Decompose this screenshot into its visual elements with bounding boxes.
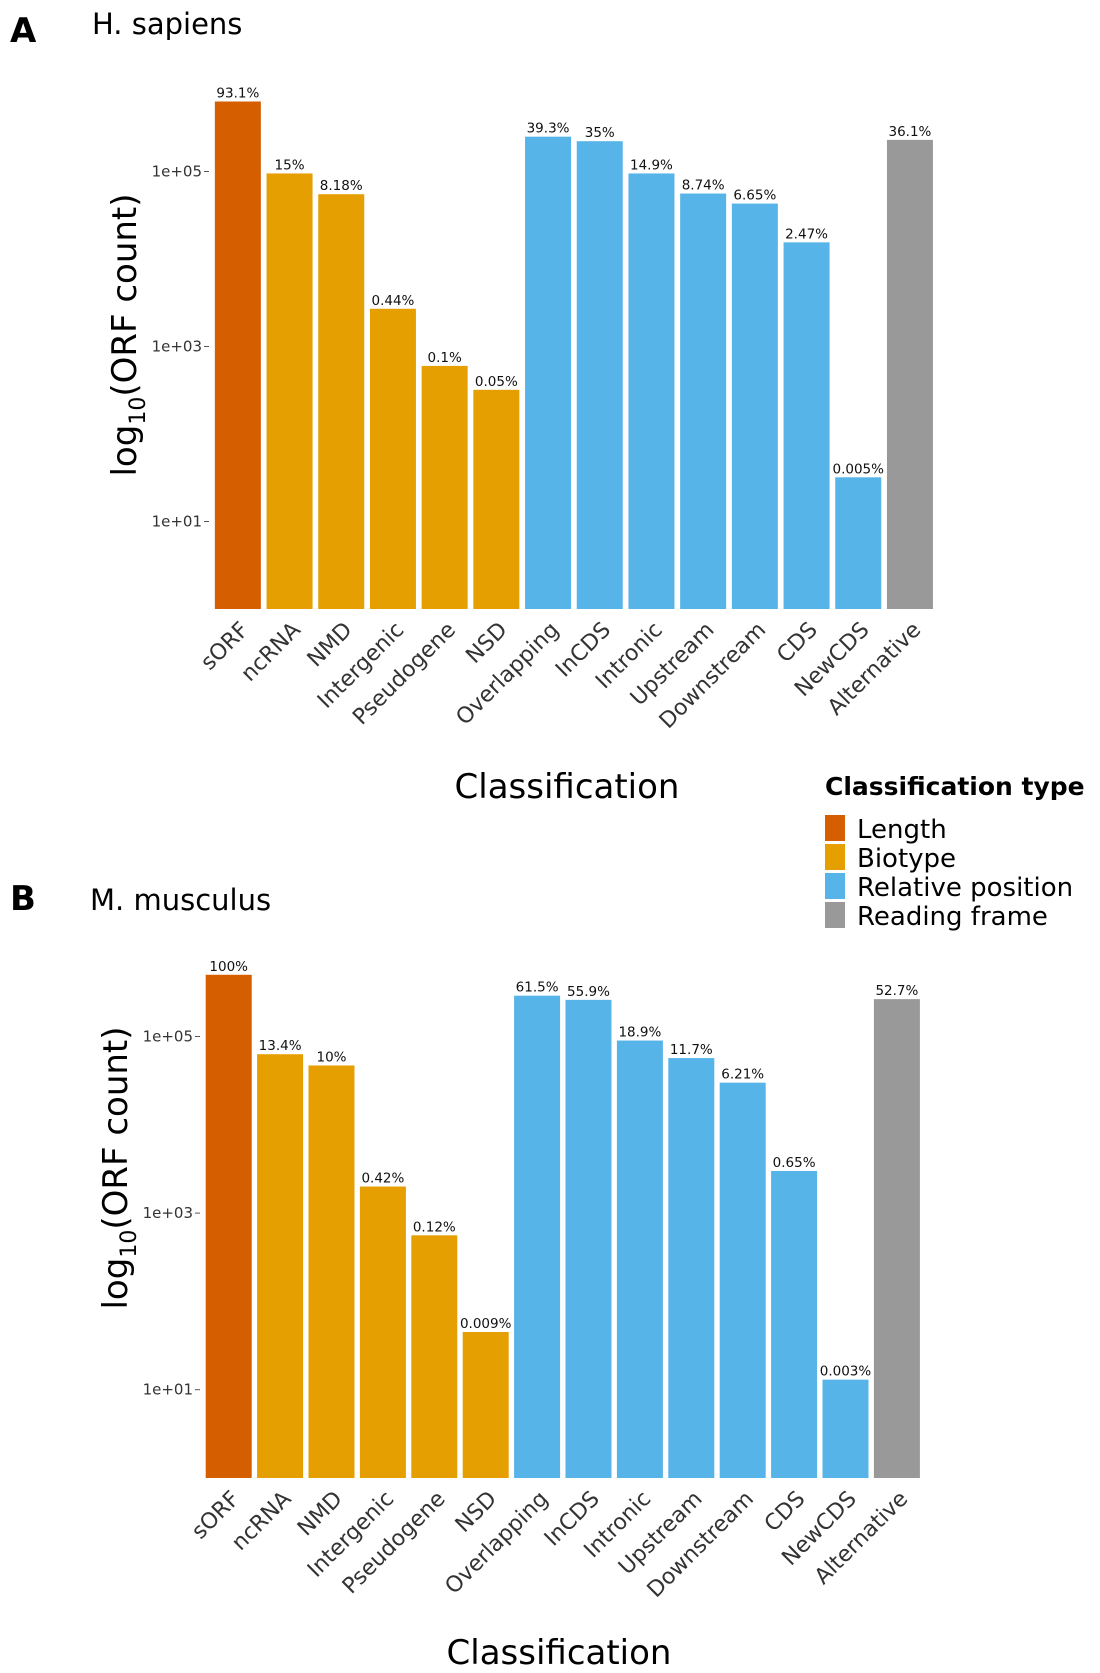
panel-a-bar-label-overlapping: 39.3%: [527, 121, 570, 137]
panel-a-bar-label-sorf: 93.1%: [216, 85, 259, 101]
panel-a-title: H. sapiens: [92, 7, 242, 41]
panel-b-ytick-label: 1e+01: [143, 1381, 193, 1399]
legend-swatch-relative-position: [825, 873, 845, 899]
panel-a-bar-alternative: [886, 139, 933, 609]
panel-a-bar-label-pseudogene: 0.1%: [427, 350, 461, 366]
panel-b-bar-label-ncrna: 13.4%: [259, 1038, 302, 1054]
panel-b-title: M. musculus: [90, 883, 271, 917]
panel-b-xlabel: Classification: [447, 1633, 672, 1673]
panel-b-bar-label-intergenic: 0.42%: [361, 1171, 404, 1187]
panel-b-bar-label-sorf: 100%: [209, 959, 248, 975]
panel-b-bar-intergenic: [359, 1186, 406, 1478]
panel-b-bar-pseudogene: [411, 1235, 458, 1478]
panel-a-plot: 1e+011e+031e+0593.1%sORF15%ncRNA8.18%NMD…: [152, 85, 933, 734]
panel-a-bar-label-upstream: 8.74%: [682, 178, 725, 194]
panel-a-bar-downstream: [731, 203, 778, 609]
panel-a-ytick-label: 1e+03: [152, 338, 202, 356]
panel-b-ylabel-rest: (ORF count): [96, 1026, 136, 1229]
panel-a-ylabel-sub: 10: [126, 397, 151, 425]
panel-b-bar-ncrna: [257, 1054, 304, 1478]
panel-b-bar-newcds: [822, 1379, 869, 1478]
panel-a-bar-incds: [576, 141, 623, 609]
panel-b-bar-downstream: [719, 1082, 766, 1478]
panel-b-bar-label-intronic: 18.9%: [618, 1025, 661, 1041]
legend-title: Classification type: [825, 772, 1085, 801]
panel-b-letter: B: [10, 879, 36, 919]
panel-a-bar-nmd: [318, 194, 365, 609]
panel-b-bar-upstream: [668, 1058, 715, 1478]
panel-a-bar-label-incds: 35%: [585, 125, 615, 141]
panel-a-bar-label-newcds: 0.005%: [833, 461, 885, 477]
panel-b-bar-label-downstream: 6.21%: [721, 1067, 764, 1083]
panel-a-bar-newcds: [835, 477, 882, 609]
panel-a-bar-pseudogene: [421, 365, 468, 609]
panel-a-bar-cds: [783, 242, 830, 609]
panel-a-bar-label-nsd: 0.05%: [475, 374, 518, 390]
panel-a-bar-label-nmd: 8.18%: [320, 178, 363, 194]
panel-a-bar-label-intronic: 14.9%: [630, 157, 673, 173]
panel-b-bar-label-pseudogene: 0.12%: [413, 1219, 456, 1235]
legend-swatch-reading-frame: [825, 902, 845, 928]
panel-a-bar-label-cds: 2.47%: [785, 226, 828, 242]
panel-a-bar-label-downstream: 6.65%: [733, 188, 776, 204]
panel-b-bar-label-overlapping: 61.5%: [516, 980, 559, 996]
panel-b-bar-label-upstream: 11.7%: [670, 1042, 713, 1058]
legend-label-length: Length: [857, 815, 947, 845]
panel-b-ylabel-sub: 10: [117, 1230, 142, 1258]
panel-b-bar-label-cds: 0.65%: [773, 1155, 816, 1171]
panel-b-ylabel-base: log: [96, 1258, 136, 1310]
panel-a-bar-overlapping: [525, 136, 572, 610]
panel-a-bar-sorf: [214, 101, 261, 609]
legend-swatch-biotype: [825, 844, 845, 870]
panel-b-ytick-label: 1e+05: [143, 1028, 193, 1046]
legend-label-biotype: Biotype: [857, 844, 956, 874]
panel-b-bar-incds: [565, 999, 612, 1478]
panel-b-ylabel: log10(ORF count): [96, 1026, 142, 1309]
panel-a-ylabel: log10(ORF count): [105, 193, 151, 476]
panel-a-ytick-label: 1e+05: [152, 163, 202, 181]
panel-a-xlabel: Classification: [455, 767, 680, 807]
panel-b-plot: 1e+011e+031e+05100%sORF13.4%ncRNA10%NMD0…: [143, 959, 920, 1603]
legend-label-reading-frame: Reading frame: [857, 902, 1048, 932]
panel-b-ytick-label: 1e+03: [143, 1204, 193, 1222]
panel-b-bar-label-nsd: 0.009%: [460, 1316, 512, 1332]
panel-a-bar-label-alternative: 36.1%: [889, 124, 932, 140]
panel-b-bar-nmd: [308, 1065, 355, 1478]
panel-b-bar-alternative: [873, 999, 920, 1478]
panel-b-bar-intronic: [616, 1040, 663, 1478]
panel-a-bar-ncrna: [266, 173, 313, 609]
panel-b-bar-cds: [771, 1170, 818, 1478]
panel-b-bar-label-incds: 55.9%: [567, 984, 610, 1000]
panel-a-bar-intergenic: [369, 308, 416, 609]
panel-b-bar-sorf: [205, 974, 252, 1478]
panel-b-bar-label-alternative: 52.7%: [875, 983, 918, 999]
legend: Classification type Length Biotype Relat…: [825, 772, 1085, 932]
panel-a-letter: A: [10, 11, 37, 51]
panel-a-bar-upstream: [680, 193, 727, 609]
panel-b-bar-nsd: [462, 1332, 509, 1478]
panel-a-ylabel-rest: (ORF count): [105, 193, 145, 396]
panel-a-category-ncrna: ncRNA: [237, 618, 306, 687]
panel-a-bar-intronic: [628, 173, 675, 609]
panel-b-bar-overlapping: [514, 995, 561, 1478]
panel-a-ylabel-base: log: [105, 425, 145, 477]
legend-label-relative-position: Relative position: [857, 873, 1073, 903]
panel-b-bar-label-nmd: 10%: [316, 1049, 346, 1065]
panel-b-bar-label-newcds: 0.003%: [820, 1364, 872, 1380]
legend-swatch-length: [825, 815, 845, 841]
panel-a-bar-label-ncrna: 15%: [275, 157, 305, 173]
panel-a-bar-label-intergenic: 0.44%: [372, 293, 415, 309]
panel-a-ytick-label: 1e+01: [152, 513, 202, 531]
panel-a-bar-nsd: [473, 389, 520, 609]
